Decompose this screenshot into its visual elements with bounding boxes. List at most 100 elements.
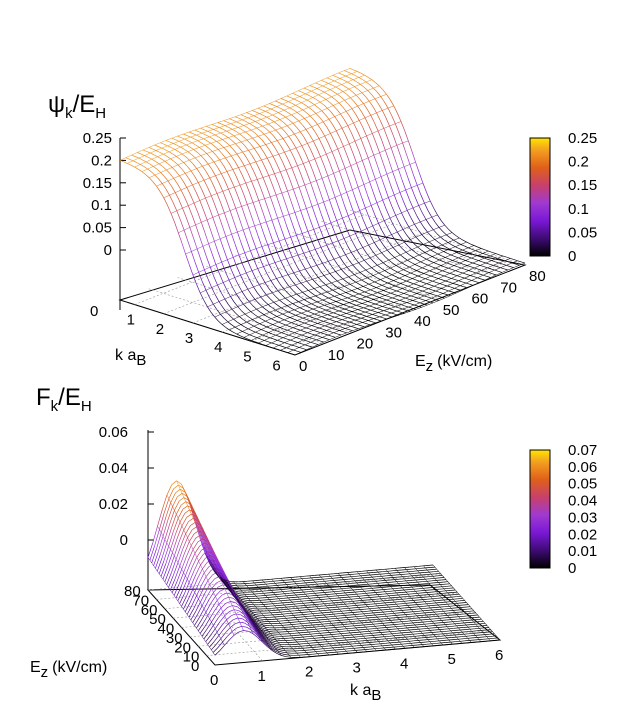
top-surface-segment (207, 130, 212, 134)
top-surface-segment (499, 254, 504, 257)
top-surface-segment (360, 296, 367, 300)
top-surface-segment (431, 266, 436, 269)
top-surface-segment (332, 325, 338, 329)
top-surface-segment (211, 287, 216, 296)
bottom-surface-segment (260, 625, 266, 628)
top-surface-segment (439, 280, 446, 284)
top-surface-segment (244, 326, 249, 330)
top-surface-segment (247, 338, 252, 341)
top-surface-segment (353, 286, 358, 289)
top-surface-segment (355, 312, 360, 315)
top-surface-segment (258, 135, 263, 141)
bottom-surface-segment (380, 620, 386, 622)
top-surface-segment (165, 137, 172, 141)
top-surface-segment (296, 235, 301, 245)
top-surface-segment (318, 335, 323, 338)
top-surface-segment (343, 323, 348, 326)
bottom-surface-segment (183, 521, 189, 531)
bottom-surface-segment (428, 645, 434, 647)
top-surface-segment (467, 256, 472, 259)
top-surface-segment (495, 261, 500, 264)
top-surface-segment (336, 76, 341, 79)
top-surface-segment (319, 224, 326, 228)
top-surface-segment (396, 290, 401, 293)
top-surface-segment (282, 313, 287, 317)
top-surface-segment (296, 328, 301, 331)
top-surface-segment (315, 293, 322, 297)
top-surface-segment (208, 243, 213, 255)
bottom-surface-segment (338, 630, 344, 633)
bottom-surface-segment (383, 617, 389, 620)
top-surface-segment (294, 329, 301, 333)
top-x-tick-label: 4 (214, 339, 222, 356)
bottom-surface-segment (251, 611, 257, 614)
top-surface-segment (341, 299, 346, 302)
top-surface-segment (392, 135, 398, 146)
top-surface-segment (402, 279, 407, 282)
top-surface-segment (360, 269, 366, 273)
top-colorbar-tick-label: 0.05 (568, 224, 597, 241)
top-surface-segment (327, 94, 332, 98)
top-surface-segment (389, 242, 394, 248)
top-surface-segment (164, 176, 169, 182)
top-surface-segment (351, 224, 356, 234)
top-surface-segment (421, 249, 426, 253)
bottom-surface-segment (418, 587, 424, 590)
top-surface-segment (309, 85, 314, 88)
top-surface-segment (360, 84, 365, 88)
top-surface-segment (325, 317, 330, 320)
bottom-surface-segment (279, 652, 285, 655)
top-surface-segment (336, 280, 341, 285)
top-surface-segment (316, 331, 321, 334)
top-surface-segment (398, 244, 403, 250)
top-surface-segment (490, 268, 495, 271)
top-surface-segment (249, 123, 254, 126)
top-surface-segment (298, 301, 303, 305)
top-surface-segment (259, 144, 266, 147)
bottom-surface-segment (231, 613, 237, 616)
top-surface-segment (299, 244, 305, 254)
top-surface-segment (394, 158, 399, 170)
top-surface-segment (367, 157, 373, 169)
top-surface-segment (423, 273, 428, 276)
bottom-surface-segment (212, 647, 219, 653)
top-surface-segment (351, 73, 356, 76)
bottom-surface-segment (173, 541, 180, 557)
top-surface-segment (415, 236, 420, 242)
top-surface-segment (498, 260, 505, 264)
top-surface-segment (316, 337, 323, 341)
top-surface-segment (342, 181, 347, 193)
bottom-surface-segment (226, 592, 232, 595)
top-surface-segment (311, 88, 318, 92)
top-surface-segment (345, 86, 350, 90)
top-surface-segment (398, 132, 403, 144)
top-surface-segment (458, 248, 463, 251)
top-surface-segment (484, 255, 491, 259)
top-surface-segment (305, 268, 310, 275)
bottom-surface-segment (236, 625, 242, 629)
top-surface-segment (220, 173, 226, 181)
top-surface-segment (366, 79, 372, 83)
top-surface-segment (321, 107, 328, 112)
top-surface-segment (170, 156, 177, 160)
top-surface-segment (456, 252, 461, 255)
top-surface-segment (302, 109, 307, 113)
top-surface-segment (475, 248, 482, 251)
top-surface-segment (297, 317, 304, 321)
top-surface-segment (318, 168, 323, 179)
top-surface-segment (216, 139, 223, 142)
top-surface-segment (413, 283, 418, 286)
top-surface-segment (386, 297, 393, 301)
top-surface-segment (345, 227, 351, 237)
top-surface-segment (397, 303, 402, 306)
top-surface-segment (247, 289, 252, 295)
top-surface-segment (360, 230, 366, 239)
top-surface-segment (318, 277, 323, 282)
top-surface-segment (213, 276, 218, 286)
top-surface-segment (247, 117, 252, 120)
top-surface-segment (309, 249, 316, 252)
top-surface-segment (442, 261, 447, 264)
top-surface-segment (369, 272, 374, 276)
top-surface-segment (217, 149, 223, 154)
top-surface-segment (462, 249, 467, 252)
